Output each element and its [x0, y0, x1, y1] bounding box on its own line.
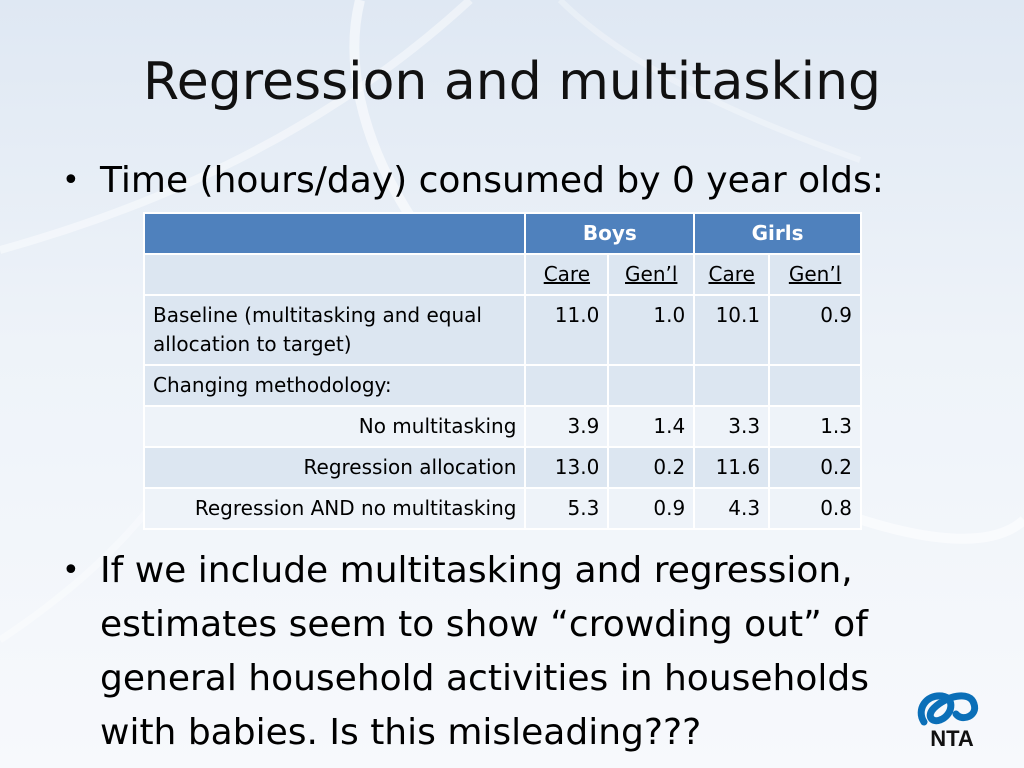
bullet-text: Time (hours/day) consumed by 0 year olds…: [100, 160, 884, 201]
cell-value: 0.2: [768, 446, 862, 489]
cell-value: [524, 364, 610, 407]
cell-value: 1.4: [607, 405, 696, 448]
row-label: Changing methodology:: [142, 364, 527, 407]
table-subheader-row: Care Gen’l Care Gen’l: [142, 253, 862, 296]
cell-value: 5.3: [524, 487, 610, 530]
header-cell-boys: Boys: [524, 212, 696, 255]
data-table: Boys Girls Care Gen’l Care Gen’l Baselin…: [142, 212, 862, 530]
row-label: Regression AND no multitasking: [142, 487, 527, 530]
bullet-glyph: •: [62, 553, 80, 588]
cell-value: [693, 364, 771, 407]
cell-value: 11.0: [524, 294, 610, 366]
row-label: No multitasking: [142, 405, 527, 448]
row-label: Regression allocation: [142, 446, 527, 489]
header-cell-girls: Girls: [693, 212, 862, 255]
cell-value: 11.6: [693, 446, 771, 489]
cell-value: [768, 364, 862, 407]
bullet-item: • If we include multitasking and regress…: [62, 544, 942, 764]
table-row: No multitasking 3.9 1.4 3.3 1.3: [142, 405, 862, 448]
cell-value: 0.9: [607, 487, 696, 530]
table-row: Baseline (multitasking and equal allocat…: [142, 294, 862, 366]
slide-title: Regression and multitasking: [142, 52, 882, 112]
subheader-cell: Care: [524, 253, 610, 296]
cell-value: 13.0: [524, 446, 610, 489]
cell-value: 0.8: [768, 487, 862, 530]
nta-logo-icon: NTA: [917, 692, 979, 751]
cell-value: [607, 364, 696, 407]
cell-value: 1.3: [768, 405, 862, 448]
subheader-cell: Gen’l: [768, 253, 862, 296]
cell-value: 1.0: [607, 294, 696, 366]
logo-text: NTA: [930, 726, 974, 751]
subheader-cell: Gen’l: [607, 253, 696, 296]
subheader-cell: [142, 253, 527, 296]
subheader-cell: Care: [693, 253, 771, 296]
table-row: Changing methodology:: [142, 364, 862, 407]
cell-value: 0.2: [607, 446, 696, 489]
bullet-text: If we include multitasking and regressio…: [100, 550, 869, 753]
table-row: Regression AND no multitasking 5.3 0.9 4…: [142, 487, 862, 530]
cell-value: 3.3: [693, 405, 771, 448]
table-row: Regression allocation 13.0 0.2 11.6 0.2: [142, 446, 862, 489]
header-cell: [142, 212, 527, 255]
bullet-glyph: •: [62, 163, 80, 198]
cell-value: 4.3: [693, 487, 771, 530]
cell-value: 3.9: [524, 405, 610, 448]
row-label: Baseline (multitasking and equal allocat…: [142, 294, 527, 366]
bullet-item: • Time (hours/day) consumed by 0 year ol…: [62, 154, 962, 208]
cell-value: 0.9: [768, 294, 862, 366]
cell-value: 10.1: [693, 294, 771, 366]
table-header-row: Boys Girls: [142, 212, 862, 255]
